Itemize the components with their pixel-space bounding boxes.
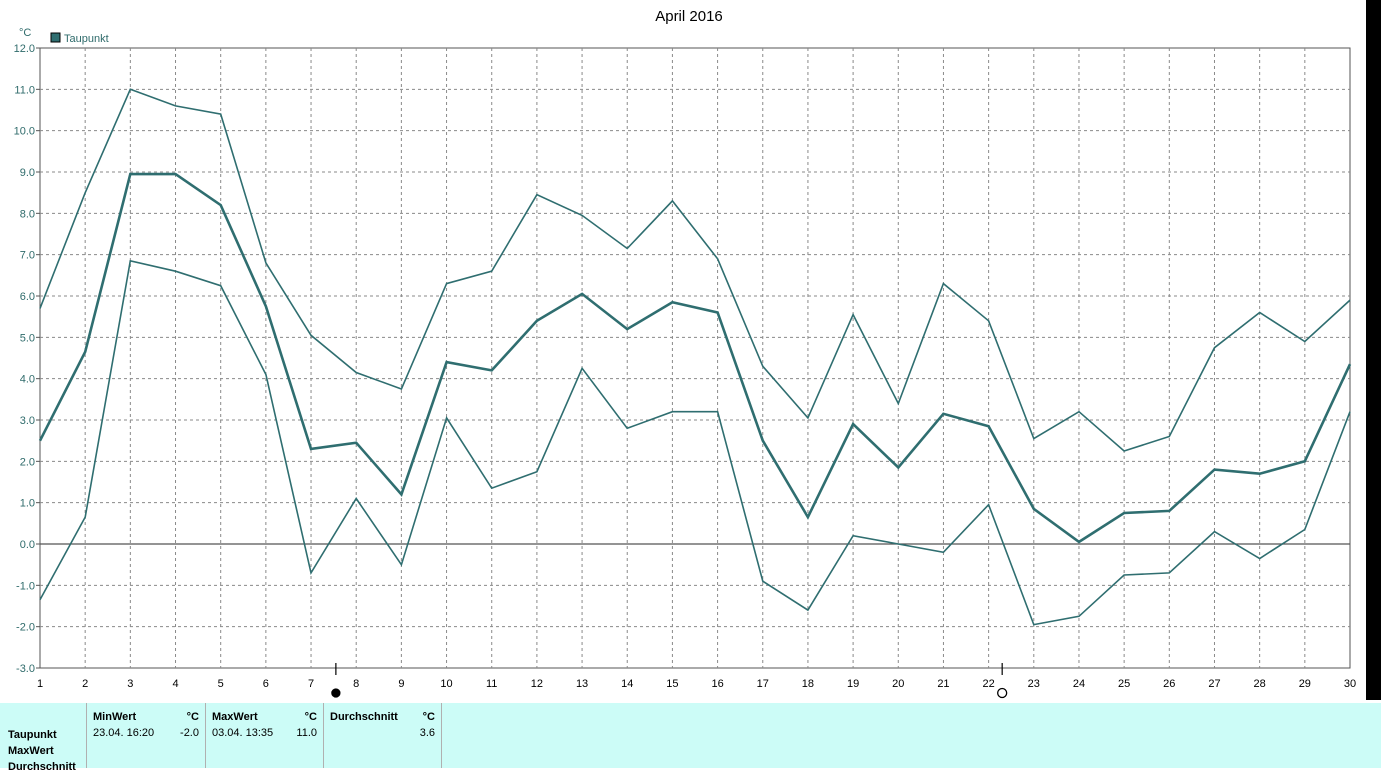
- chart-canvas: April 2016 °C Taupunkt -3.0 -2.0 -1.0 0.0 1.…: [14, 8, 1356, 699]
- x-tick-label: 3: [127, 678, 133, 690]
- stats-col-unit: °C: [304, 711, 317, 723]
- y-tick-label: 8.0: [20, 208, 35, 220]
- x-tick-label: 10: [440, 678, 452, 690]
- x-tick-label: 11: [486, 678, 497, 690]
- x-axis-ticks: 1 2 3 4 5 6 7 8 9 10 11 12 13 14 15 16 17 18 19 20 21 22 23 24 2…: [37, 678, 1356, 690]
- x-tick-label: 14: [621, 678, 633, 690]
- x-tick-label: 7: [308, 678, 314, 690]
- x-tick-label: 12: [531, 678, 543, 690]
- stats-row-label: MaxWert: [8, 745, 54, 757]
- plot-frame: [39, 47, 1351, 669]
- y-axis-unit: °C: [19, 27, 31, 39]
- y-tick-label: 10.0: [14, 126, 35, 138]
- x-tick-label: 20: [892, 678, 904, 690]
- stats-col-header: MinWert: [93, 711, 137, 723]
- moon-phase-markers: [331, 663, 1008, 699]
- x-tick-label: 18: [802, 678, 814, 690]
- stats-col-unit: °C: [422, 711, 435, 723]
- stats-row-label: Taupunkt: [8, 729, 57, 741]
- x-tick-label: 15: [666, 678, 678, 690]
- series-line: [38, 172, 1352, 544]
- y-axis-ticks: -3.0 -2.0 -1.0 0.0 1.0 2.0 3.0 4.0 5.0 6.0 7.0 8.0 9…: [14, 43, 40, 675]
- x-tick-label: 16: [711, 678, 723, 690]
- y-tick-label: -3.0: [16, 663, 35, 675]
- x-tick-label: 29: [1299, 678, 1311, 690]
- stats-col-header: MaxWert: [212, 711, 258, 723]
- x-tick-label: 19: [847, 678, 859, 690]
- stats-col-min: MinWert °C 23.04. 16:20 -2.0: [87, 703, 206, 768]
- x-tick-label: 26: [1163, 678, 1175, 690]
- x-tick-label: 24: [1073, 678, 1085, 690]
- y-tick-label: 11.0: [14, 84, 35, 96]
- x-tick-label: 9: [398, 678, 404, 690]
- grid: [39, 47, 1351, 669]
- stats-col-avg: Durchschnitt °C 3.6: [324, 703, 442, 768]
- y-tick-label: 6.0: [20, 291, 35, 303]
- y-tick-label: -2.0: [16, 622, 35, 634]
- x-tick-label: 17: [757, 678, 769, 690]
- y-tick-label: 9.0: [20, 167, 35, 179]
- stats-divider: [86, 703, 87, 768]
- chart-title: April 2016: [655, 8, 723, 25]
- stats-col-unit: °C: [186, 711, 199, 723]
- x-tick-label: 13: [576, 678, 588, 690]
- stats-col-value: 11.0: [296, 727, 317, 739]
- stats-col-max: MaxWert °C 03.04. 13:35 11.0: [206, 703, 324, 768]
- legend-label: Taupunkt: [64, 33, 109, 45]
- y-tick-label: -1.0: [16, 580, 35, 592]
- y-tick-label: 1.0: [20, 498, 35, 510]
- y-tick-label: 4.0: [20, 374, 35, 386]
- x-tick-label: 2: [82, 678, 88, 690]
- x-tick-label: 8: [353, 678, 359, 690]
- y-tick-label: 12.0: [14, 43, 35, 55]
- x-tick-label: 27: [1208, 678, 1220, 690]
- full-moon-icon: [997, 687, 1008, 699]
- stats-col-value: 3.6: [419, 727, 435, 739]
- y-tick-label: 3.0: [20, 415, 35, 427]
- x-tick-label: 1: [37, 678, 43, 690]
- y-tick-label: 2.0: [20, 456, 35, 468]
- series-lines: [38, 88, 1352, 626]
- x-tick-label: 28: [1254, 678, 1266, 690]
- stats-row-label: Durchschnitt: [8, 761, 76, 773]
- y-tick-label: 7.0: [20, 250, 35, 262]
- stats-col-time: 23.04. 16:20: [93, 727, 155, 739]
- stats-col-header: Durchschnitt: [330, 711, 398, 723]
- stats-panel: Taupunkt MaxWert Durchschnitt MinWert °C…: [0, 703, 1381, 773]
- legend-swatch: [50, 32, 61, 43]
- x-tick-label: 6: [263, 678, 269, 690]
- x-tick-label: 23: [1028, 678, 1040, 690]
- stats-col-time: 03.04. 13:35: [212, 727, 274, 739]
- stats-col-value: -2.0: [180, 727, 199, 739]
- x-tick-label: 30: [1344, 678, 1356, 690]
- x-tick-label: 5: [218, 678, 224, 690]
- x-tick-label: 22: [982, 678, 994, 690]
- x-tick-label: 25: [1118, 678, 1130, 690]
- y-tick-label: 0.0: [20, 539, 35, 551]
- y-tick-label: 5.0: [20, 332, 35, 344]
- window-edge: [1366, 0, 1381, 700]
- x-tick-label: 21: [937, 678, 949, 690]
- series-line: [39, 88, 1351, 452]
- new-moon-icon: [331, 688, 341, 698]
- x-tick-label: 4: [172, 678, 178, 690]
- series-line: [39, 259, 1351, 626]
